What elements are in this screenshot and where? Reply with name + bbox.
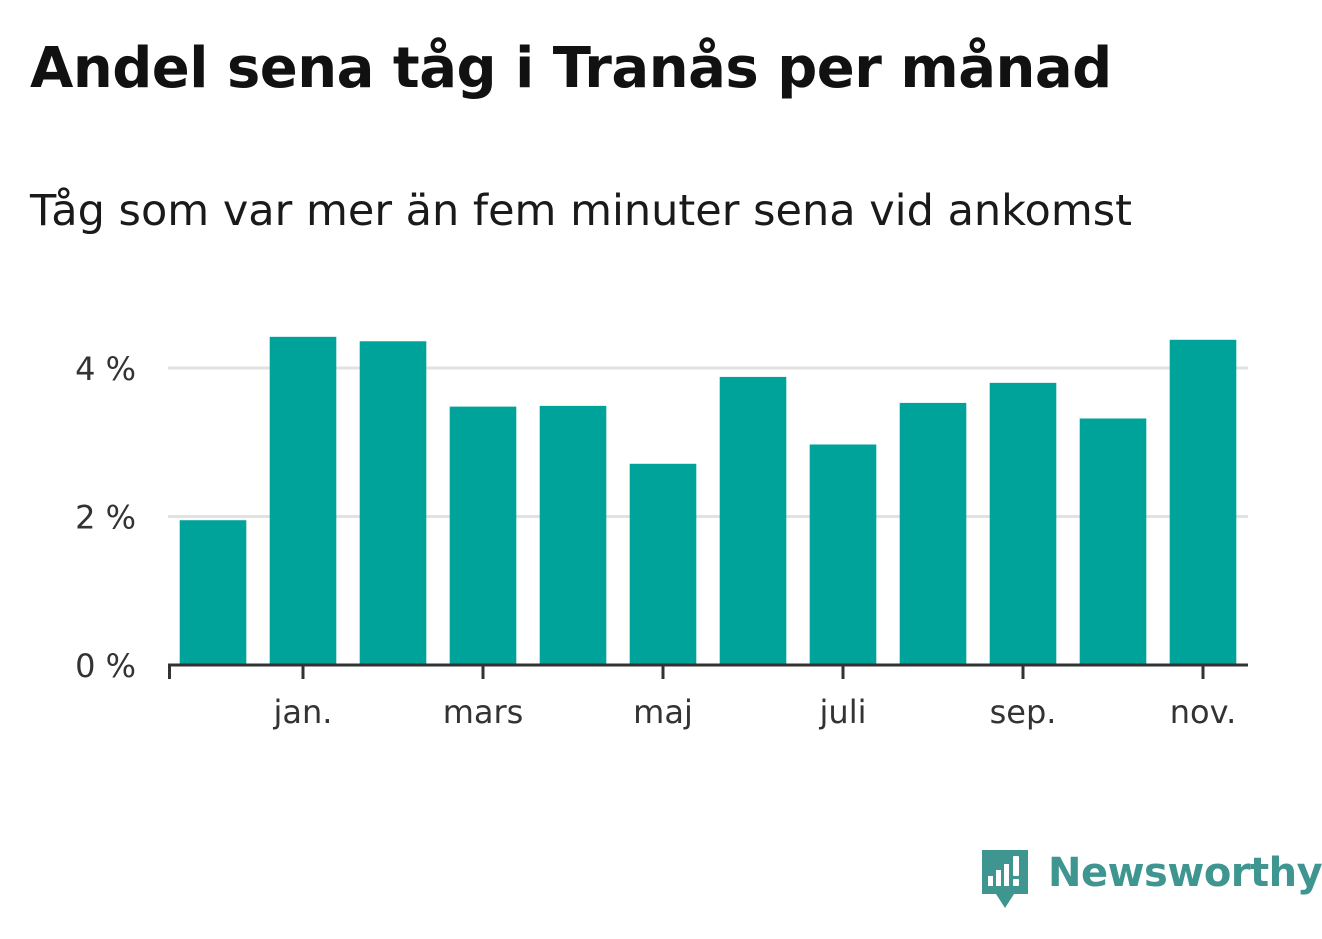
brand-name: Newsworthy <box>1048 850 1322 896</box>
x-axis <box>168 663 1248 679</box>
bars <box>179 336 1237 665</box>
bar-maj <box>629 463 697 665</box>
y-axis-labels: 0 % 2 % 4 % <box>75 350 136 685</box>
gridlines <box>168 366 1248 518</box>
bar-juni <box>719 376 787 665</box>
bar-nov. <box>1169 339 1237 665</box>
bar-aug. <box>899 402 967 665</box>
x-tick-label: mars <box>443 693 524 731</box>
newsworthy-logo-icon <box>982 850 1028 908</box>
bar-chart: 0 % 2 % 4 % jan. mars maj juli sep. nov. <box>75 336 1248 731</box>
bar-jan. <box>269 336 337 665</box>
y-tick-label: 4 % <box>75 350 136 388</box>
x-tick-label: jan. <box>273 693 333 731</box>
chart-subtitle: Tåg som var mer än fem minuter sena vid … <box>30 186 1133 236</box>
bar-feb. <box>359 341 427 665</box>
x-tick-label: nov. <box>1170 693 1236 731</box>
x-axis-labels: jan. mars maj juli sep. nov. <box>273 693 1237 731</box>
y-tick-label: 0 % <box>75 647 136 685</box>
x-tick-label: maj <box>633 693 693 731</box>
chart-title: Andel sena tåg i Tranås per månad <box>30 36 1112 101</box>
bar-juli <box>809 444 877 665</box>
bar-dec. <box>179 520 247 665</box>
x-tick-label: juli <box>819 693 867 731</box>
bar-mars <box>449 406 517 665</box>
bar-okt. <box>1079 418 1147 665</box>
bar-april <box>539 405 607 665</box>
x-tick-label: sep. <box>990 693 1057 731</box>
bar-sep. <box>989 382 1057 665</box>
y-tick-label: 2 % <box>75 499 136 537</box>
